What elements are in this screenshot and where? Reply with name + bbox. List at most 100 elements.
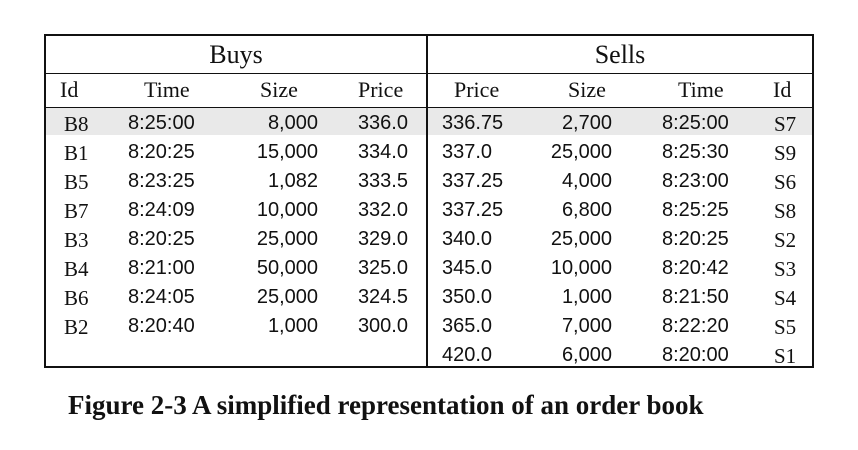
sells-cell-time: 8:25:30 <box>662 141 729 163</box>
sells-cell-size: 25,000 <box>550 141 612 163</box>
sells-cell-price: 420.0 <box>442 344 493 366</box>
sells-row: 420.0 6,000 8:20:00 S1 <box>428 342 812 371</box>
sells-row: 337.25 4,000 8:23:00 S6 <box>428 168 812 197</box>
sells-row: 365.0 7,000 8:22:20 S5 <box>428 313 812 342</box>
buys-row: B7 8:24:09 10,000 332.0 <box>46 197 426 226</box>
figure-caption: Figure 2-3 A simplified representation o… <box>68 390 704 420</box>
best-ask-highlight <box>428 107 812 135</box>
sells-cell-size: 2,700 <box>561 112 612 134</box>
buys-row: B4 8:21:00 50,000 325.0 <box>46 255 426 284</box>
title-divider <box>46 73 426 74</box>
buys-cell-price: 333.5 <box>357 170 408 192</box>
sells-cell-time: 8:25:25 <box>662 199 729 221</box>
sells-header-id: Id <box>773 77 792 102</box>
sells-cell-time: 8:23:00 <box>662 170 729 192</box>
sells-cell-price: 337.25 <box>442 199 504 221</box>
buys-cell-size: 25,000 <box>256 286 318 308</box>
buys-cell-time: 8:23:25 <box>128 170 195 192</box>
buys-cell-id: B2 <box>64 315 89 339</box>
buys-cell-price: 329.0 <box>357 228 408 250</box>
sells-cell-id: S2 <box>774 228 797 252</box>
buys-cell-size: 1,082 <box>267 170 318 192</box>
buys-row: B8 8:25:00 8,000 336.0 <box>46 110 426 139</box>
buys-header-price: Price <box>358 77 404 102</box>
buys-cell-price: 325.0 <box>357 257 408 279</box>
sells-cell-size: 10,000 <box>550 257 612 279</box>
buys-cell-id: B5 <box>64 170 89 194</box>
sells-cell-time: 8:20:00 <box>662 344 729 366</box>
sells-panel: Sells Price Size Time Id 336.75 2,700 8:25… <box>428 36 812 368</box>
buys-header-time: Time <box>144 77 190 102</box>
sells-cell-id: S3 <box>774 257 797 281</box>
buys-title: Buys <box>209 40 263 69</box>
sells-cell-time: 8:21:50 <box>662 286 729 308</box>
sells-cell-id: S7 <box>774 112 797 136</box>
buys-header-size: Size <box>260 77 298 102</box>
sells-cell-price: 350.0 <box>442 286 493 308</box>
sells-header-time: Time <box>678 77 724 102</box>
buys-cell-price: 336.0 <box>357 112 408 134</box>
buys-cell-time: 8:21:00 <box>128 257 195 279</box>
buys-row: B6 8:24:05 25,000 324.5 <box>46 284 426 313</box>
buys-cell-id: B7 <box>64 199 89 223</box>
buys-cell-time: 8:24:09 <box>128 199 195 221</box>
sells-row: 336.75 2,700 8:25:00 S7 <box>428 110 812 139</box>
sells-cell-size: 4,000 <box>561 170 612 192</box>
sells-cell-price: 345.0 <box>442 257 493 279</box>
sells-cell-price: 336.75 <box>442 112 504 134</box>
buys-cell-id: B1 <box>64 141 89 165</box>
sells-cell-price: 340.0 <box>442 228 493 250</box>
sells-cell-price: 337.0 <box>442 141 493 163</box>
buys-cell-size: 8,000 <box>267 112 318 134</box>
sells-cell-id: S9 <box>774 141 797 165</box>
buys-cell-id: B8 <box>64 112 89 136</box>
buys-cell-price: 332.0 <box>357 199 408 221</box>
buys-row: B2 8:20:40 1,000 300.0 <box>46 313 426 342</box>
sells-cell-id: S4 <box>774 286 797 310</box>
sells-header-price: Price <box>454 77 500 102</box>
buys-cell-price: 300.0 <box>357 315 408 337</box>
sells-cell-size: 1,000 <box>561 286 612 308</box>
sells-cell-id: S1 <box>774 344 797 368</box>
sells-cell-size: 6,800 <box>561 199 612 221</box>
buys-cell-price: 324.5 <box>357 286 408 308</box>
sells-cell-price: 337.25 <box>442 170 504 192</box>
buys-cell-id: B3 <box>64 228 89 252</box>
header-divider <box>428 107 812 108</box>
buys-cell-size: 1,000 <box>267 315 318 337</box>
sells-title: Sells <box>594 40 646 69</box>
buys-cell-id: B4 <box>64 257 89 281</box>
sells-cell-time: 8:20:25 <box>662 228 729 250</box>
sells-cell-size: 25,000 <box>550 228 612 250</box>
buys-cell-price: 334.0 <box>357 141 408 163</box>
header-divider <box>46 107 426 108</box>
buys-cell-time: 8:20:25 <box>128 228 195 250</box>
sells-cell-id: S6 <box>774 170 797 194</box>
buys-cell-size: 50,000 <box>256 257 318 279</box>
sells-cell-id: S5 <box>774 315 797 339</box>
sells-cell-time: 8:20:42 <box>662 257 729 279</box>
buys-cell-size: 15,000 <box>256 141 318 163</box>
sells-cell-time: 8:25:00 <box>662 112 729 134</box>
buys-cell-id: B6 <box>64 286 89 310</box>
buys-cell-time: 8:20:25 <box>128 141 195 163</box>
sells-row: 337.25 6,800 8:25:25 S8 <box>428 197 812 226</box>
order-book-table: Buys Id Time Size Price B8 8:25:00 8,000 33… <box>44 34 814 368</box>
sells-cell-time: 8:22:20 <box>662 315 729 337</box>
sells-cell-size: 6,000 <box>561 344 612 366</box>
buys-row: B5 8:23:25 1,082 333.5 <box>46 168 426 197</box>
buys-row: B3 8:20:25 25,000 329.0 <box>46 226 426 255</box>
buys-cell-size: 25,000 <box>256 228 318 250</box>
buys-cell-time: 8:20:40 <box>128 315 195 337</box>
sells-row: 337.0 25,000 8:25:30 S9 <box>428 139 812 168</box>
sells-row: 340.0 25,000 8:20:25 S2 <box>428 226 812 255</box>
buys-cell-size: 10,000 <box>256 199 318 221</box>
buys-cell-time: 8:24:05 <box>128 286 195 308</box>
sells-row: 350.0 1,000 8:21:50 S4 <box>428 284 812 313</box>
buys-header-id: Id <box>60 77 79 102</box>
buys-row: B1 8:20:25 15,000 334.0 <box>46 139 426 168</box>
buys-panel: Buys Id Time Size Price B8 8:25:00 8,000 33… <box>46 36 428 366</box>
sells-cell-id: S8 <box>774 199 797 223</box>
best-bid-highlight <box>46 107 426 135</box>
